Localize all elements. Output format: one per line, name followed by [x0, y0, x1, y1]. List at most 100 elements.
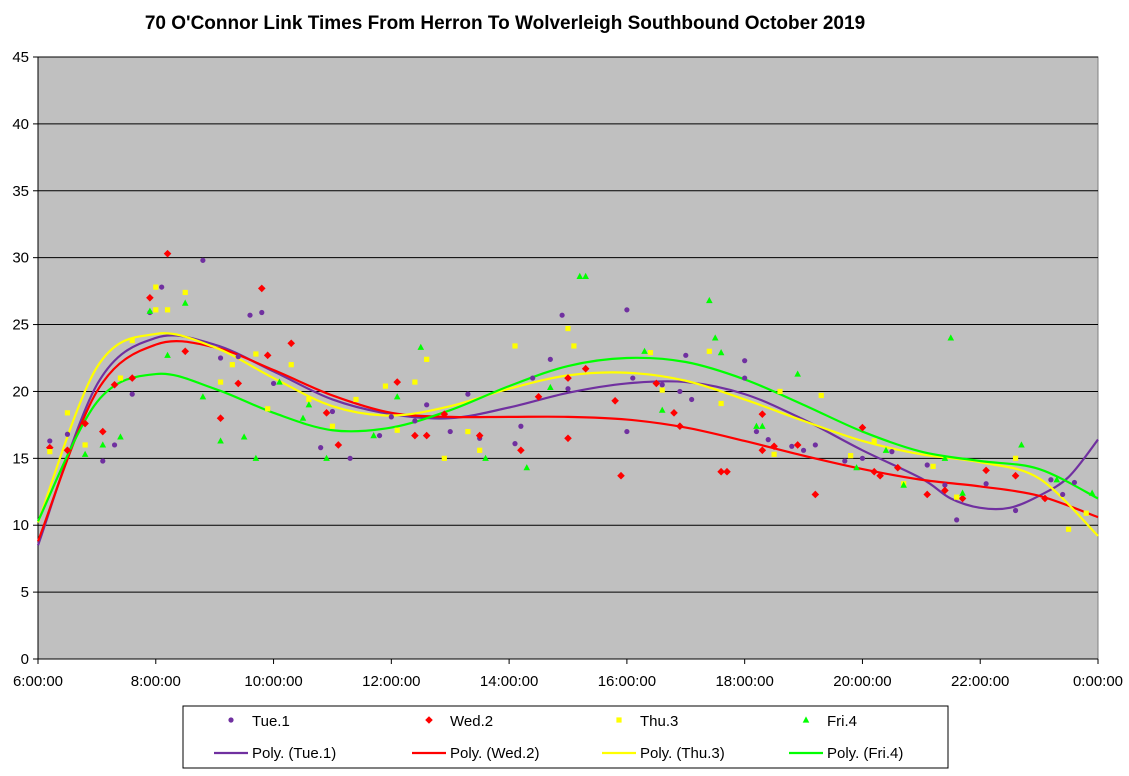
data-point	[723, 467, 731, 476]
data-point	[571, 343, 577, 349]
y-tick-label: 30	[12, 250, 29, 267]
data-point	[482, 454, 489, 461]
data-point	[930, 463, 936, 469]
legend-label: Thu.3	[640, 713, 678, 730]
data-point	[758, 446, 767, 455]
data-point	[441, 455, 447, 461]
data-point	[759, 422, 766, 429]
data-point	[129, 338, 135, 344]
data-point	[811, 490, 820, 499]
data-point	[318, 445, 324, 451]
data-point	[64, 410, 71, 416]
data-point	[276, 378, 283, 385]
trendline	[37, 356, 1099, 522]
data-point	[718, 400, 724, 407]
trendline	[36, 332, 1099, 537]
data-point	[382, 383, 389, 389]
data-point	[393, 393, 401, 400]
data-point	[159, 284, 165, 290]
data-point	[181, 347, 190, 356]
data-point	[129, 391, 135, 397]
data-point	[753, 422, 760, 429]
data-point	[954, 494, 960, 500]
data-point	[424, 402, 430, 408]
legend-marker	[425, 716, 433, 724]
data-point	[853, 464, 860, 471]
data-point	[1071, 479, 1078, 486]
data-point	[199, 393, 207, 400]
data-point	[247, 312, 253, 318]
legend-marker	[228, 717, 234, 723]
y-tick-label: 40	[12, 116, 29, 133]
data-point	[265, 406, 271, 412]
data-point	[765, 437, 771, 443]
data-point	[706, 296, 713, 304]
data-point	[818, 392, 824, 399]
x-axis: 6:00:00 8:00:00 10:00:00 12:00:00 14:00:00 16…	[13, 658, 1123, 690]
data-point	[630, 375, 636, 381]
data-point	[164, 307, 171, 313]
data-point	[876, 471, 884, 480]
data-point	[641, 347, 648, 354]
data-point	[323, 454, 330, 461]
data-point	[229, 362, 235, 368]
data-point	[794, 370, 801, 377]
x-tick-label: 22:00:00	[951, 673, 1009, 690]
data-point	[329, 408, 336, 415]
legend-label: Poly. (Fri.4)	[827, 745, 903, 762]
plot-area	[37, 56, 1099, 660]
data-point	[81, 450, 89, 457]
data-point	[565, 325, 571, 332]
data-point	[624, 428, 630, 435]
data-point	[559, 312, 565, 318]
data-point	[117, 433, 124, 440]
y-tick-label: 45	[12, 49, 29, 66]
data-point	[717, 349, 725, 356]
legend-label: Tue.1	[252, 713, 290, 730]
data-point	[111, 442, 118, 448]
data-point	[465, 428, 471, 435]
data-point	[893, 463, 902, 472]
data-point	[859, 455, 866, 461]
data-point	[947, 334, 955, 341]
data-point	[253, 351, 259, 357]
data-point	[146, 294, 154, 302]
data-point	[63, 446, 72, 455]
data-point	[517, 446, 525, 455]
data-point	[924, 462, 930, 468]
data-point	[512, 343, 518, 349]
data-point	[530, 375, 536, 381]
data-points	[45, 249, 1096, 532]
data-point	[305, 401, 313, 408]
data-point	[547, 383, 554, 391]
data-point	[576, 272, 584, 279]
data-point	[706, 348, 712, 354]
data-point	[652, 379, 661, 388]
legend-label: Fri.4	[827, 713, 857, 730]
data-point	[676, 422, 684, 431]
data-point	[617, 471, 625, 480]
data-point	[941, 454, 949, 461]
data-point	[753, 428, 760, 435]
data-point	[512, 441, 518, 447]
data-point	[1088, 489, 1096, 496]
y-tick-label: 15	[12, 450, 29, 467]
data-point	[322, 409, 331, 417]
data-point	[217, 437, 224, 444]
trendlines	[36, 332, 1099, 546]
data-point	[163, 249, 172, 258]
data-point	[82, 442, 88, 448]
legend-label: Poly. (Thu.3)	[640, 745, 725, 762]
x-tick-label: 16:00:00	[598, 673, 656, 690]
data-point	[659, 387, 665, 393]
data-point	[1012, 455, 1019, 461]
data-point	[581, 364, 590, 373]
data-point	[658, 406, 666, 413]
y-tick-label: 25	[12, 317, 29, 334]
data-point	[64, 431, 71, 437]
x-tick-label: 0:00:00	[1073, 673, 1123, 690]
data-point	[582, 272, 589, 279]
data-point	[263, 351, 272, 360]
trendline	[36, 340, 1099, 542]
